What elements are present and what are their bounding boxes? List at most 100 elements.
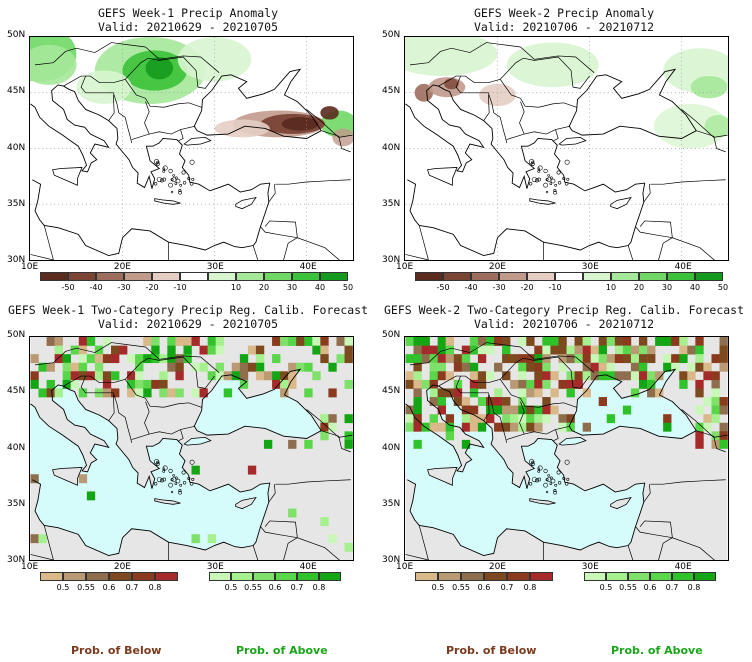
lat-label: 40N	[7, 442, 26, 453]
colorbar-swatch	[527, 272, 555, 281]
lat-label: 35N	[382, 198, 401, 209]
colorbar-swatch	[180, 272, 208, 281]
colorbar-tick-label: -40	[89, 283, 103, 292]
lon-label: 30E	[206, 562, 224, 572]
lat-label: 40N	[382, 142, 401, 153]
colorbar-swatch	[484, 572, 507, 581]
colorbar-tick-label: 50	[717, 283, 729, 292]
week2-prob-below-caption: Prob. of Below	[446, 644, 537, 657]
colorbar-tick-label: -50	[61, 283, 75, 292]
week1-below-colorbar	[40, 572, 178, 581]
colorbar-tick-label: 30	[661, 283, 673, 292]
lon-label: 20E	[488, 262, 506, 272]
colorbar-swatch	[555, 272, 583, 281]
colorbar-tick-label: 0.8	[523, 583, 537, 592]
lat-label: 40N	[7, 142, 26, 153]
colorbar-swatch	[236, 272, 264, 281]
colorbar-tick-label: 0.55	[452, 583, 470, 592]
colorbar-swatch	[231, 572, 253, 581]
lat-label: 30N	[7, 255, 26, 265]
colorbar-tick-label: 40	[689, 283, 701, 292]
week1-anomaly-map	[29, 36, 354, 261]
colorbar-swatch	[443, 272, 471, 281]
lon-label: 10E	[396, 562, 414, 572]
week1-prob-map	[29, 336, 354, 561]
colorbar-tick-label: 0.7	[665, 583, 679, 592]
colorbar-swatch	[650, 572, 672, 581]
colorbar-swatch	[320, 272, 348, 281]
colorbar-tick-label: -30	[492, 283, 506, 292]
colorbar-tick-label: 0.55	[244, 583, 262, 592]
lon-label: 30E	[581, 262, 599, 272]
lat-label: 40N	[382, 442, 401, 453]
lat-label: 45N	[382, 386, 401, 397]
colorbar-swatch	[297, 572, 319, 581]
colorbar-tick-label: 20	[258, 283, 270, 292]
week2-anomaly-colorbar	[415, 272, 723, 281]
colorbar-tick-label: -10	[173, 283, 187, 292]
colorbar-swatch	[628, 572, 650, 581]
colorbar-swatch	[63, 572, 86, 581]
week2-prob-above-caption: Prob. of Above	[611, 644, 703, 657]
colorbar-swatch	[611, 272, 639, 281]
lat-label: 50N	[382, 30, 401, 40]
colorbar-swatch	[68, 272, 96, 281]
lon-label: 40E	[299, 562, 317, 572]
lon-label: 40E	[674, 562, 692, 572]
colorbar-tick-label: -20	[520, 283, 534, 292]
week2-below-colorbar	[415, 572, 553, 581]
colorbar-swatch	[667, 272, 695, 281]
colorbar-swatch	[319, 572, 341, 581]
lat-label: 50N	[7, 330, 26, 340]
colorbar-tick-label: 50	[342, 283, 354, 292]
lon-label: 20E	[113, 262, 131, 272]
colorbar-tick-label: 0.8	[687, 583, 701, 592]
colorbar-tick-label: 40	[314, 283, 326, 292]
colorbar-swatch	[695, 272, 723, 281]
lat-label: 30N	[382, 255, 401, 265]
colorbar-tick-label: 0.7	[500, 583, 514, 592]
panel4-title: GEFS Week-2 Two-Category Precip Reg. Cal…	[383, 303, 745, 331]
week2-anomaly-map	[404, 36, 729, 261]
colorbar-swatch	[507, 572, 530, 581]
week1-prob-above-caption: Prob. of Above	[236, 644, 328, 657]
panel3-title: GEFS Week-1 Two-Category Precip Reg. Cal…	[7, 303, 369, 331]
colorbar-tick-label: 0.5	[431, 583, 445, 592]
week1-anomaly-colorbar	[40, 272, 348, 281]
week1-above-colorbar	[209, 572, 341, 581]
lon-label: 30E	[206, 262, 224, 272]
colorbar-tick-label: -20	[145, 283, 159, 292]
colorbar-tick-label: 0.5	[599, 583, 613, 592]
lat-label: 30N	[7, 555, 26, 565]
colorbar-tick-label: 30	[286, 283, 298, 292]
lat-label: 35N	[7, 498, 26, 509]
colorbar-swatch	[40, 272, 68, 281]
lat-label: 35N	[382, 498, 401, 509]
lon-label: 20E	[113, 562, 131, 572]
colorbar-swatch	[152, 272, 180, 281]
colorbar-swatch	[275, 572, 297, 581]
lat-label: 45N	[7, 86, 26, 97]
colorbar-tick-label: 0.7	[290, 583, 304, 592]
colorbar-swatch	[124, 272, 152, 281]
colorbar-tick-label: 0.6	[477, 583, 491, 592]
colorbar-swatch	[415, 272, 443, 281]
week2-prob-map	[404, 336, 729, 561]
colorbar-tick-label: 0.8	[312, 583, 326, 592]
panel1-title: GEFS Week-1 Precip Anomaly Valid: 2021062…	[97, 6, 278, 34]
colorbar-tick-label: -30	[117, 283, 131, 292]
colorbar-tick-label: 0.6	[643, 583, 657, 592]
colorbar-swatch	[672, 572, 694, 581]
colorbar-swatch	[292, 272, 320, 281]
colorbar-swatch	[584, 572, 606, 581]
colorbar-tick-label: -50	[436, 283, 450, 292]
colorbar-swatch	[86, 572, 109, 581]
colorbar-tick-label: 0.6	[268, 583, 282, 592]
lat-label: 45N	[382, 86, 401, 97]
week1-prob-below-caption: Prob. of Below	[71, 644, 162, 657]
colorbar-tick-label: 0.6	[102, 583, 116, 592]
colorbar-swatch	[583, 272, 611, 281]
colorbar-swatch	[499, 272, 527, 281]
colorbar-tick-label: 20	[633, 283, 645, 292]
colorbar-tick-label: 0.7	[125, 583, 139, 592]
